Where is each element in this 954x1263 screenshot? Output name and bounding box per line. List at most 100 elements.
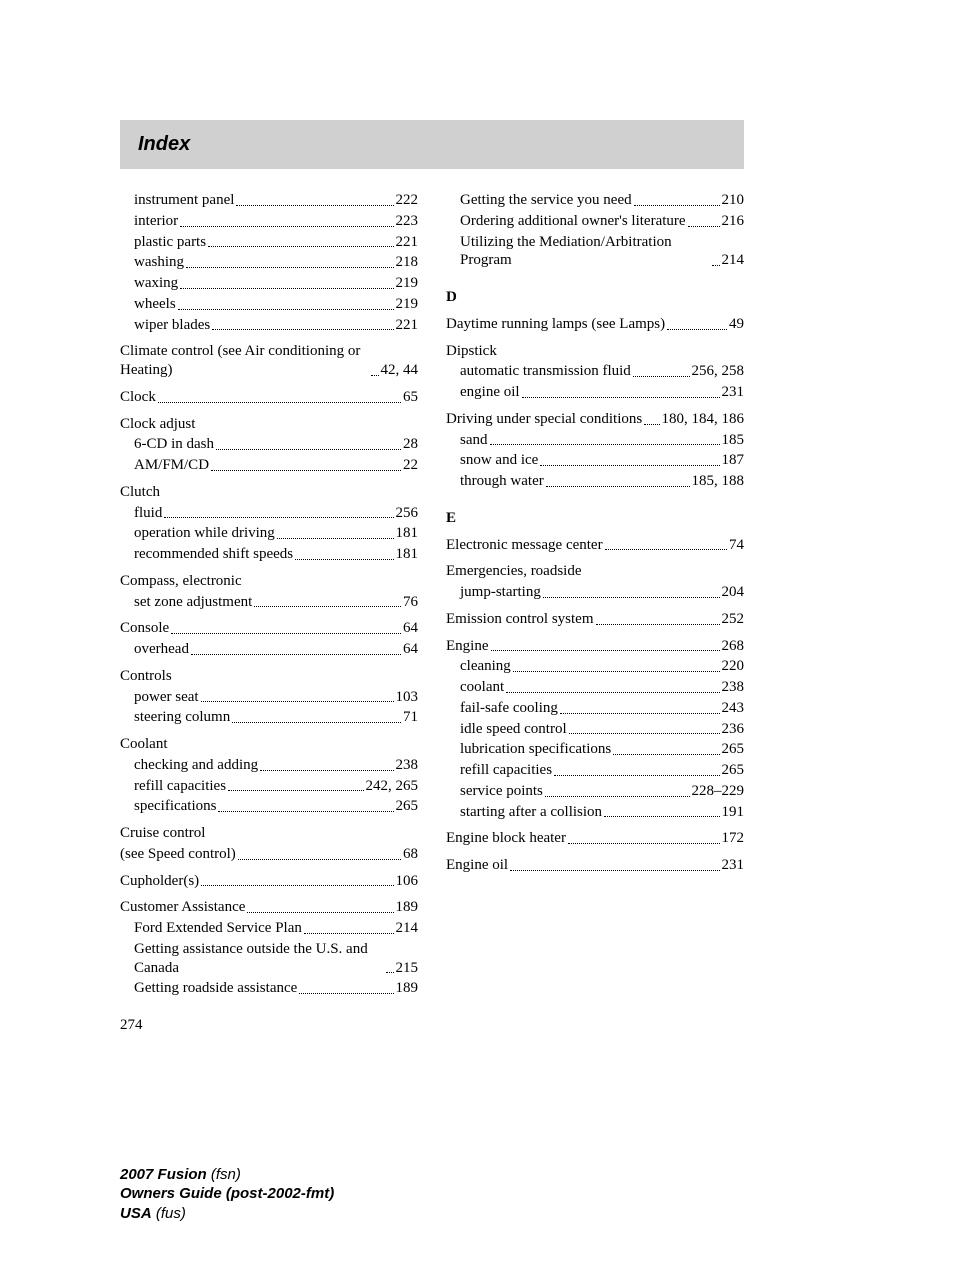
entry-page: 74	[729, 536, 744, 555]
leader-dots	[371, 375, 379, 376]
leader-dots	[211, 470, 401, 471]
entry-page: 268	[722, 637, 745, 656]
entry-label: Driving under special conditions	[446, 410, 642, 429]
leader-dots	[277, 538, 394, 539]
entry-label: service points	[460, 782, 543, 801]
leader-dots	[208, 246, 393, 247]
index-entry: set zone adjustment76	[120, 593, 418, 612]
entry-label: Getting the service you need	[460, 191, 632, 210]
entry-label: coolant	[460, 678, 504, 697]
entry-label: steering column	[134, 708, 230, 727]
entry-label: idle speed control	[460, 720, 567, 739]
footer: 2007 Fusion (fsn) Owners Guide (post-200…	[120, 1165, 744, 1224]
entry-page: 252	[722, 610, 745, 629]
entry-label: Cruise control	[120, 825, 205, 841]
index-entry: snow and ice187	[446, 451, 744, 470]
leader-dots	[506, 692, 719, 693]
index-entry: Daytime running lamps (see Lamps)49	[446, 315, 744, 334]
entry-page: 185, 188	[692, 472, 745, 491]
entry-page: 256, 258	[692, 362, 745, 381]
index-entry: steering column71	[120, 708, 418, 727]
leader-dots	[232, 722, 401, 723]
entry-label: Getting assistance outside the U.S. and …	[134, 940, 384, 978]
entry-label: (see Speed control)	[120, 845, 236, 864]
index-entry: interior223	[120, 212, 418, 231]
index-entry: Electronic message center74	[446, 536, 744, 555]
leader-dots	[490, 444, 720, 445]
leader-dots	[554, 775, 719, 776]
left-column: instrument panel222 interior223 plastic …	[120, 191, 418, 1035]
index-entry: 6-CD in dash28	[120, 435, 418, 454]
leader-dots	[236, 205, 393, 206]
entry-page: 22	[403, 456, 418, 475]
entry-page: 223	[396, 212, 419, 231]
entry-label: refill capacities	[460, 761, 552, 780]
index-entry: specifications265	[120, 797, 418, 816]
entry-label: Emission control system	[446, 610, 594, 629]
leader-dots	[201, 885, 393, 886]
entry-label: checking and adding	[134, 756, 258, 775]
entry-label: sand	[460, 431, 488, 450]
entry-label: through water	[460, 472, 544, 491]
leader-dots	[260, 770, 393, 771]
index-entry: Driving under special conditions180, 184…	[446, 410, 744, 429]
index-entry: refill capacities242, 265	[120, 777, 418, 796]
entry-label: cleaning	[460, 657, 511, 676]
index-entry: automatic transmission fluid256, 258	[446, 362, 744, 381]
leader-dots	[560, 713, 720, 714]
footer-usa: USA	[120, 1205, 152, 1222]
entry-page: 219	[396, 295, 419, 314]
index-entry: Clock 65	[120, 388, 418, 407]
entry-page: 76	[403, 593, 418, 612]
entry-label: starting after a collision	[460, 803, 602, 822]
entry-label: Engine block heater	[446, 829, 566, 848]
entry-label: Emergencies, roadside	[446, 563, 582, 579]
entry-page: 210	[722, 191, 745, 210]
index-entry: Cruise control	[120, 824, 418, 843]
index-entry: plastic parts221	[120, 233, 418, 252]
footer-model: 2007 Fusion	[120, 1166, 207, 1183]
index-entry: cleaning220	[446, 657, 744, 676]
leader-dots	[216, 449, 401, 450]
leader-dots	[201, 701, 394, 702]
index-entry: idle speed control236	[446, 720, 744, 739]
entry-page: 65	[403, 388, 418, 407]
leader-dots	[247, 912, 393, 913]
leader-dots	[212, 329, 393, 330]
leader-dots	[510, 870, 719, 871]
entry-label: refill capacities	[134, 777, 226, 796]
entry-label: overhead	[134, 640, 189, 659]
footer-fsn: (fsn)	[211, 1166, 241, 1183]
entry-label: engine oil	[460, 383, 520, 402]
index-entry: (see Speed control)68	[120, 845, 418, 864]
entry-page: 191	[722, 803, 745, 822]
index-entry: Emergencies, roadside	[446, 562, 744, 581]
index-entry: Getting roadside assistance189	[120, 979, 418, 998]
leader-dots	[545, 796, 690, 797]
leader-dots	[596, 624, 720, 625]
entry-label: Console	[120, 619, 169, 638]
index-entry: operation while driving181	[120, 524, 418, 543]
entry-page: 181	[396, 524, 419, 543]
index-entry: Dipstick	[446, 342, 744, 361]
leader-dots	[180, 288, 393, 289]
index-entry: jump-starting204	[446, 583, 744, 602]
index-entry: Engine block heater172	[446, 829, 744, 848]
index-entry: waxing219	[120, 274, 418, 293]
entry-page: 228–229	[692, 782, 745, 801]
entry-page: 265	[396, 797, 419, 816]
entry-page: 218	[396, 253, 419, 272]
leader-dots	[254, 606, 401, 607]
index-entry: sand185	[446, 431, 744, 450]
entry-page: 106	[396, 872, 419, 891]
entry-label: Clock	[120, 388, 156, 407]
section-letter-d: D	[446, 288, 744, 307]
page-number: 274	[120, 1016, 418, 1035]
leader-dots	[634, 205, 720, 206]
leader-dots	[186, 267, 394, 268]
index-entry: Compass, electronic	[120, 572, 418, 591]
leader-dots	[613, 754, 719, 755]
entry-label: plastic parts	[134, 233, 206, 252]
entry-page: 42, 44	[381, 361, 419, 380]
entry-page: 231	[722, 383, 745, 402]
